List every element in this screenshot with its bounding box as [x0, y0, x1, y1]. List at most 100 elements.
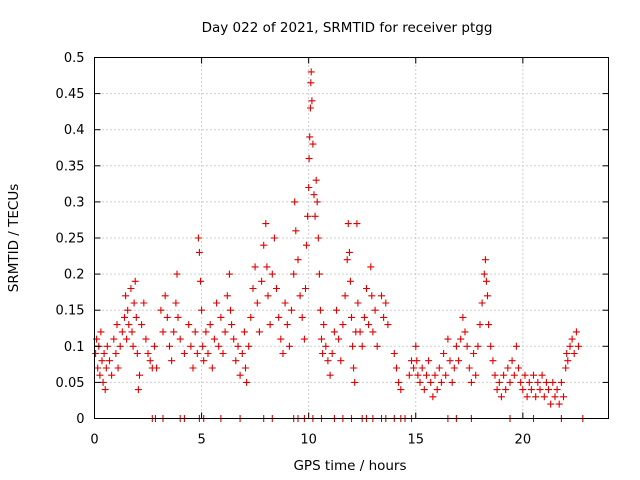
data-point [306, 104, 314, 112]
data-point [275, 313, 283, 321]
data-point [153, 364, 161, 372]
data-point [318, 335, 325, 343]
y-tick-label: 0.5 [64, 51, 85, 66]
data-point [300, 335, 308, 343]
data-point [113, 321, 121, 329]
data-point [566, 342, 574, 350]
data-point [390, 350, 398, 357]
data-point [100, 350, 108, 357]
data-point [292, 227, 300, 235]
data-point [444, 335, 452, 343]
data-point [174, 313, 182, 321]
y-tick-label: 0.05 [56, 376, 85, 391]
data-point [339, 321, 347, 329]
data-point [482, 277, 490, 285]
y-tick-label: 0.15 [56, 304, 85, 319]
data-point [437, 378, 445, 386]
data-point [504, 364, 512, 372]
data-point [294, 256, 302, 264]
data-point [291, 198, 299, 206]
grid-lines [94, 57, 609, 419]
data-point [416, 378, 424, 386]
data-point [455, 357, 463, 365]
data-point [410, 364, 418, 372]
data-point [101, 386, 109, 394]
data-point [308, 97, 316, 105]
data-point [140, 299, 148, 307]
data-point [405, 371, 413, 379]
data-point [335, 335, 343, 343]
data-point [305, 155, 313, 163]
data-point [125, 321, 133, 329]
data-point [133, 350, 141, 357]
y-tick-label: 0.45 [56, 87, 85, 102]
data-point [99, 378, 107, 386]
data-point [480, 270, 488, 278]
data-point [351, 378, 359, 386]
data-point [129, 342, 137, 350]
data-point [307, 68, 315, 76]
data-point [418, 364, 426, 372]
data-point [208, 364, 216, 372]
data-point [435, 364, 443, 372]
y-tick-label: 0.2 [64, 268, 85, 283]
data-point [290, 270, 298, 278]
data-point [440, 350, 448, 357]
data-point [142, 335, 150, 343]
data-point [270, 234, 278, 242]
data-point [562, 364, 570, 372]
data-point [215, 342, 223, 350]
data-point [551, 393, 559, 401]
data-point [98, 357, 106, 365]
data-point [429, 393, 437, 401]
data-point [365, 321, 373, 329]
data-point [320, 321, 328, 329]
data-point [245, 342, 253, 350]
data-point [144, 350, 152, 357]
data-point [312, 176, 320, 184]
data-point [260, 241, 268, 249]
data-point [198, 306, 206, 314]
data-point [118, 328, 126, 336]
data-point [393, 364, 400, 372]
data-point [326, 371, 334, 379]
data-point [202, 328, 210, 336]
data-point [530, 371, 537, 379]
data-point [106, 357, 113, 365]
y-axis-label: SRMTID / TECUs [6, 184, 22, 292]
data-point [521, 371, 529, 379]
data-point [279, 350, 287, 357]
data-point [189, 364, 197, 372]
data-point [506, 378, 514, 386]
data-point [395, 378, 403, 386]
data-point [273, 285, 280, 292]
data-point [253, 299, 261, 307]
data-point [515, 364, 522, 372]
data-point [322, 342, 330, 350]
data-point [195, 248, 203, 256]
x-tick-label: 10 [300, 433, 317, 448]
data-point [353, 220, 361, 228]
data-point [193, 350, 201, 357]
data-point [532, 393, 540, 401]
data-point [542, 378, 550, 386]
data-point [166, 342, 173, 350]
data-point [180, 350, 188, 357]
data-point [474, 342, 482, 350]
data-point [221, 328, 229, 336]
data-point [457, 335, 465, 343]
data-point [452, 342, 460, 350]
data-point [313, 198, 321, 206]
data-point [358, 342, 366, 350]
data-point [238, 350, 246, 357]
y-tick-label: 0.25 [56, 232, 85, 247]
data-point [305, 184, 313, 191]
data-point [350, 364, 358, 372]
data-point [525, 378, 533, 386]
x-axis-label: GPS time / hours [293, 458, 406, 474]
data-point [472, 371, 480, 379]
data-point [557, 378, 565, 386]
data-point [110, 335, 118, 343]
data-point [465, 364, 473, 372]
data-point [425, 357, 433, 365]
